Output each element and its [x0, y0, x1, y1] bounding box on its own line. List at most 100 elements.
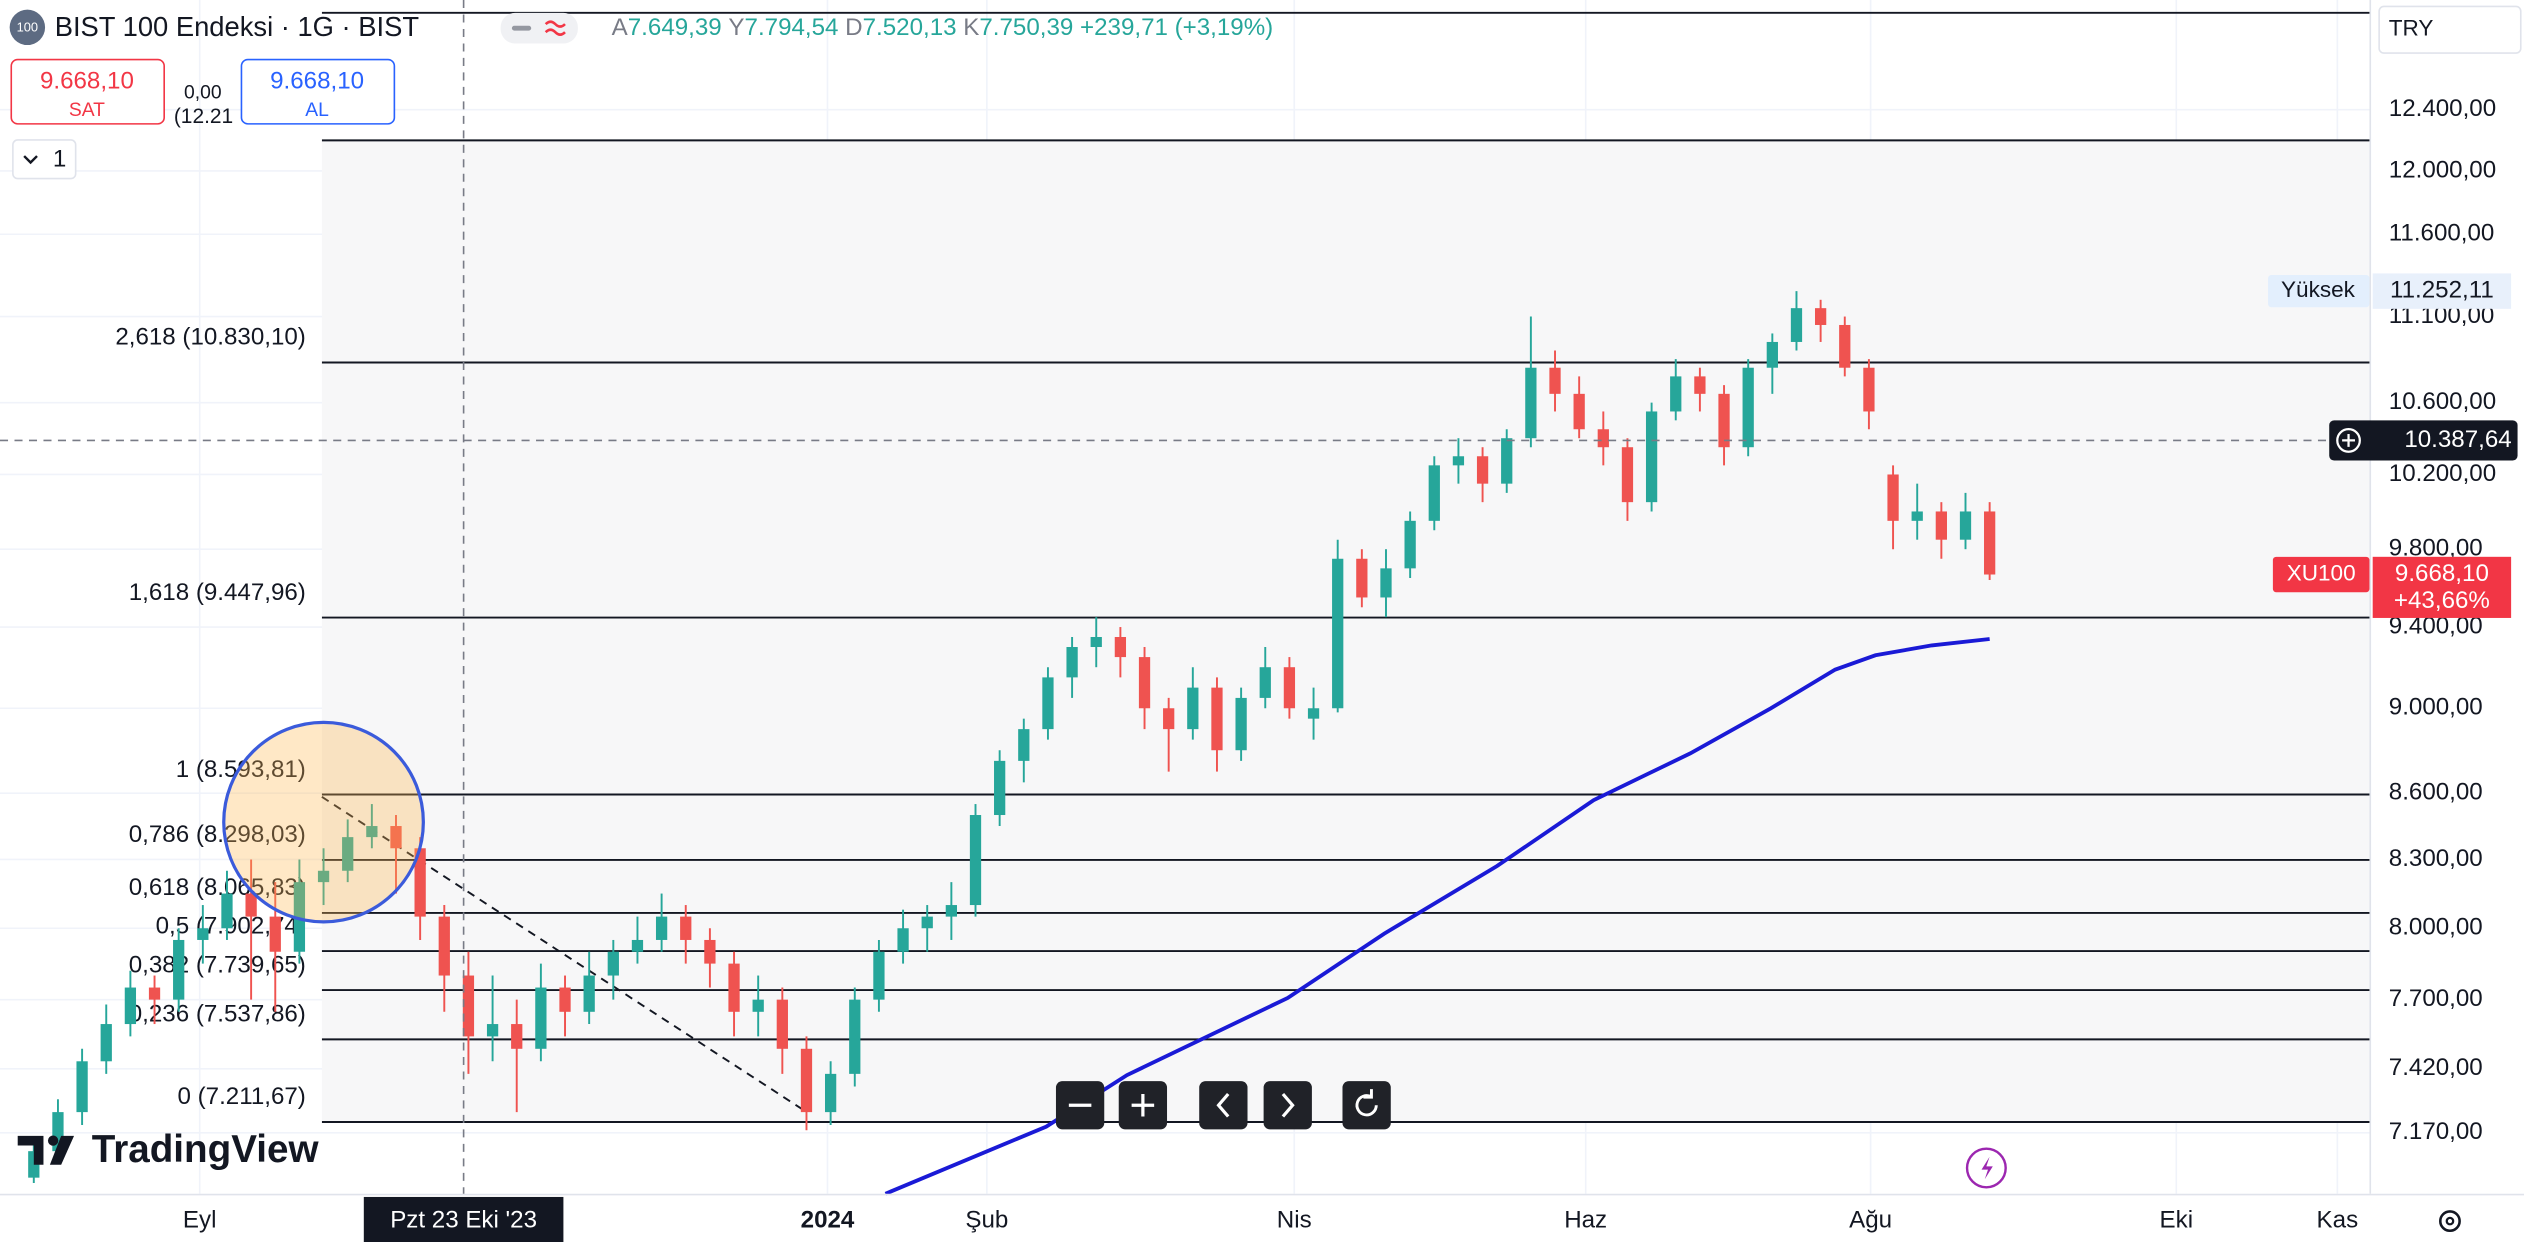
- fib-label: 0,786 (8.298,03): [129, 821, 306, 848]
- ohlc-label: A: [612, 14, 629, 41]
- candle-body: [607, 951, 619, 976]
- candle-body: [1187, 687, 1199, 730]
- fib-label: 0,382 (7.739,65): [129, 951, 306, 978]
- candle-body: [1935, 511, 1947, 540]
- candle-body: [680, 916, 692, 940]
- candle-body: [317, 870, 330, 883]
- symbol-badge: [9, 9, 46, 46]
- candle-body: [1404, 520, 1416, 569]
- candle-body: [1670, 376, 1682, 412]
- candle-body: [1959, 511, 1972, 540]
- candle-body: [173, 939, 185, 1000]
- scroll-left-button[interactable]: [1199, 1081, 1248, 1130]
- last-change-label: +43,66%: [2394, 587, 2490, 614]
- candle-body: [559, 987, 571, 1012]
- candle-body: [1790, 308, 1803, 342]
- candle-body: [655, 916, 668, 940]
- candle-body: [197, 928, 209, 940]
- fib-label: 1,618 (9.447,96): [129, 579, 306, 606]
- fib-label: 0,236 (7.537,86): [129, 1001, 306, 1028]
- candle-body: [1138, 657, 1151, 709]
- candle-body: [1766, 341, 1778, 368]
- candle-body: [1114, 636, 1127, 658]
- candle-body: [1283, 667, 1296, 709]
- candle-body: [486, 1024, 499, 1037]
- y-tick-label: 9.000,00: [2389, 694, 2483, 721]
- crosshair-date-box: [363, 1196, 564, 1242]
- candle-body: [1573, 393, 1585, 430]
- x-tick-label: 2024: [801, 1206, 855, 1233]
- trend-line: [321, 796, 806, 1112]
- candle-body: [511, 1024, 523, 1049]
- indicator-toggle[interactable]: [12, 139, 77, 180]
- fib-label: 0,618 (8.065,83): [129, 874, 306, 901]
- candle-body: [1235, 697, 1247, 751]
- candle-body: [52, 1112, 64, 1152]
- brand-name: TradingView: [92, 1128, 320, 1171]
- last-value-box: [2372, 556, 2512, 618]
- crosshair-price-label: 10.387,64: [2404, 426, 2511, 453]
- buy-button[interactable]: [240, 58, 396, 125]
- high-value-box: [2372, 273, 2512, 309]
- candle-body: [752, 999, 764, 1012]
- candle-body: [728, 963, 740, 1012]
- status-icon: [544, 20, 566, 36]
- ohlc-value: 7.794,54: [745, 14, 839, 41]
- reset-button[interactable]: [1342, 1081, 1391, 1130]
- add-icon: [2336, 428, 2361, 453]
- candle-body: [245, 893, 257, 917]
- spread-sub: (12.21: [174, 105, 233, 128]
- candle-body: [1525, 367, 1537, 439]
- ohlc-legend: A7.649,39 Y7.794,54 D7.520,13 K7.750,39 …: [612, 14, 1274, 41]
- x-tick-label: Eki: [2160, 1206, 2194, 1233]
- x-tick-label: Nis: [1277, 1206, 1312, 1233]
- candle-body: [1694, 376, 1706, 394]
- candle-body: [1452, 456, 1465, 466]
- candle-body: [1742, 367, 1754, 448]
- currency-select[interactable]: [2378, 5, 2522, 54]
- y-tick-label: 11.600,00: [2389, 220, 2495, 247]
- sell-button[interactable]: [10, 58, 165, 125]
- plus-icon: [1131, 1093, 1155, 1117]
- settings-icon: [2445, 1216, 2455, 1226]
- fib-label: 0 (7.211,67): [177, 1083, 305, 1110]
- highlight-circle: [222, 720, 425, 924]
- symbol-title[interactable]: BIST 100 Endeksi · 1G · BIST: [55, 11, 420, 42]
- candle-body: [849, 999, 861, 1074]
- right-icon: [1281, 1092, 1295, 1118]
- candle-body: [221, 893, 233, 929]
- logo-icon: [47, 1135, 59, 1146]
- y-tick-label: 7.420,00: [2389, 1054, 2483, 1081]
- status-icon: [511, 25, 532, 31]
- candle-body: [269, 916, 281, 952]
- sell-price: 9.668,10: [40, 67, 134, 94]
- y-tick-label: 7.170,00: [2389, 1118, 2483, 1145]
- status-pill[interactable]: [500, 12, 578, 44]
- candle-body: [583, 975, 595, 1012]
- candle-body: [704, 939, 716, 964]
- candle-body: [535, 987, 547, 1049]
- candle-body: [1090, 636, 1102, 648]
- candle-body: [1211, 687, 1223, 751]
- logo-icon: [49, 1135, 75, 1165]
- candle-body: [124, 987, 137, 1025]
- candle-body: [800, 1048, 813, 1113]
- scroll-right-button[interactable]: [1263, 1081, 1312, 1130]
- spread: 0,00: [184, 82, 222, 103]
- candle-body: [776, 999, 788, 1049]
- candle-body: [1332, 558, 1344, 709]
- last-tag: [2272, 556, 2370, 593]
- crosshair-price-box: [2329, 420, 2518, 461]
- high-value-label: 11.252,11: [2390, 277, 2494, 304]
- candle-body: [342, 837, 354, 871]
- candle-body: [1428, 465, 1440, 521]
- candle-body: [1476, 456, 1489, 484]
- settings-icon[interactable]: [2439, 1210, 2461, 1233]
- candle-body: [462, 975, 475, 1037]
- candle-body: [1984, 511, 1996, 575]
- candle-body: [293, 882, 306, 952]
- candle-body: [100, 1024, 112, 1062]
- candle-body: [148, 987, 161, 1000]
- candle-body: [366, 826, 378, 838]
